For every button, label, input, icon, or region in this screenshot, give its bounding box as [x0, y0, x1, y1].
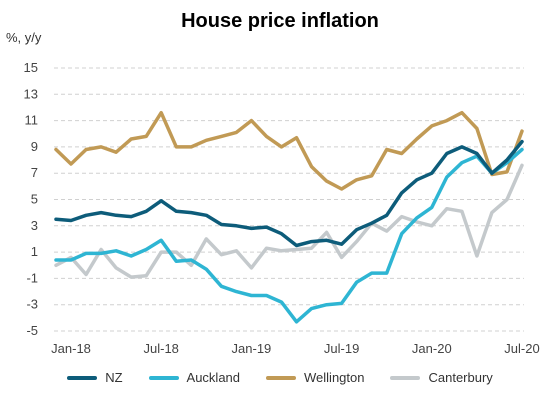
series-line-nz: [54, 139, 524, 248]
x-tick-label: Jan-19: [232, 341, 272, 356]
y-tick-label: 11: [25, 113, 39, 128]
legend-swatch: [390, 375, 421, 380]
legend-item-nz: NZ: [67, 370, 123, 385]
y-axis-label: %, y/y: [6, 30, 42, 45]
series-line-auckland: [54, 147, 524, 324]
y-tick-label: 15: [24, 60, 38, 75]
y-tick-label: 9: [31, 139, 38, 154]
legend-swatch: [67, 375, 98, 380]
y-tick-label: -3: [26, 297, 38, 312]
legend-item-canterbury: Canterbury: [390, 370, 493, 385]
legend-label: Auckland: [186, 370, 241, 385]
y-tick-label: -5: [26, 323, 38, 338]
y-tick-label: 1: [31, 244, 38, 259]
x-tick-label: Jul-19: [324, 341, 359, 356]
y-tick-label: 13: [24, 86, 38, 101]
x-tick-label: Jul-20: [504, 341, 539, 356]
legend-label: Wellington: [304, 370, 365, 385]
legend-item-auckland: Auckland: [148, 370, 241, 385]
legend-swatch: [266, 375, 297, 380]
y-tick-label: 3: [31, 218, 38, 233]
legend-label: Canterbury: [428, 370, 493, 385]
chart-title: House price inflation: [181, 10, 379, 32]
y-tick-label: -1: [26, 270, 38, 285]
x-tick-label: Jan-18: [51, 341, 91, 356]
series-line-wellington: [54, 110, 524, 191]
x-tick-label: Jan-20: [412, 341, 452, 356]
legend-swatch: [148, 375, 179, 380]
legend-item-wellington: Wellington: [266, 370, 364, 385]
x-tick-label: Jul-18: [144, 341, 179, 356]
legend-label: NZ: [105, 370, 123, 385]
legend: NZ Auckland Wellington Canterbury: [0, 370, 560, 385]
y-tick-label: 5: [31, 192, 38, 207]
y-tick-label: 7: [31, 165, 38, 180]
series-line-canterbury: [54, 163, 524, 279]
